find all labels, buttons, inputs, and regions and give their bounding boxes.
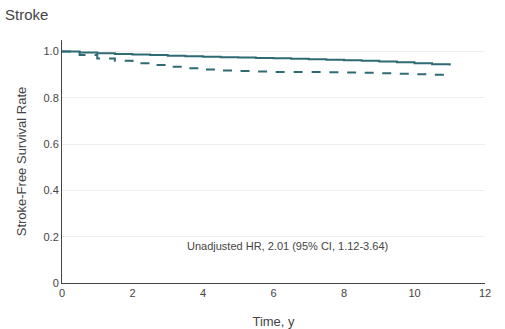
svg-text:Stroke: Stroke bbox=[5, 6, 48, 23]
svg-text:4: 4 bbox=[200, 287, 206, 299]
svg-text:0: 0 bbox=[59, 287, 65, 299]
svg-text:Unadjusted HR, 2.01 (95% CI, 1: Unadjusted HR, 2.01 (95% CI, 1.12-3.64) bbox=[187, 240, 388, 252]
svg-text:6: 6 bbox=[270, 287, 276, 299]
svg-text:10: 10 bbox=[408, 287, 420, 299]
svg-text:0: 0 bbox=[53, 277, 59, 289]
svg-text:8: 8 bbox=[341, 287, 347, 299]
svg-text:1.0: 1.0 bbox=[44, 45, 59, 57]
svg-text:0.4: 0.4 bbox=[44, 184, 59, 196]
svg-text:12: 12 bbox=[479, 287, 491, 299]
svg-text:0.2: 0.2 bbox=[44, 231, 59, 243]
svg-text:0.8: 0.8 bbox=[44, 92, 59, 104]
svg-text:Stroke-Free Survival Rate: Stroke-Free Survival Rate bbox=[14, 87, 29, 237]
svg-text:Time, y: Time, y bbox=[252, 314, 295, 329]
svg-text:0.6: 0.6 bbox=[44, 138, 59, 150]
svg-text:2: 2 bbox=[129, 287, 135, 299]
